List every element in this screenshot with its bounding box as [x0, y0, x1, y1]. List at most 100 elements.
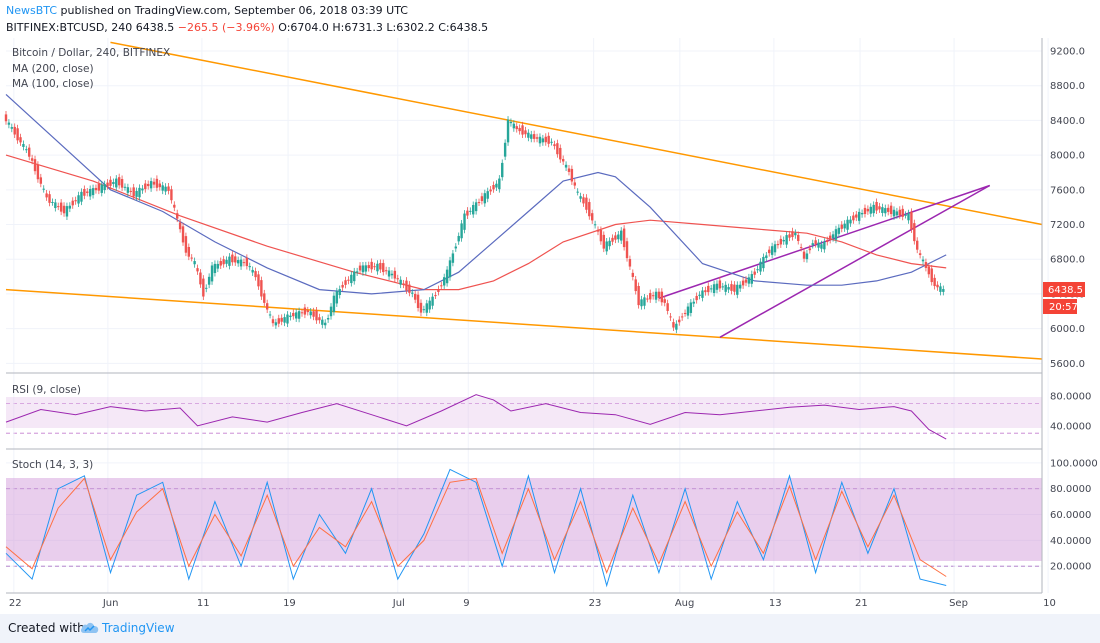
- stoch-line: [5, 468, 947, 588]
- price-tick-label: 8000.0: [1050, 151, 1085, 162]
- candle-body: [71, 200, 74, 206]
- candle-body: [770, 246, 774, 255]
- candle-body: [930, 268, 933, 283]
- candle-body: [225, 259, 228, 264]
- candle-body: [556, 143, 559, 155]
- candle-body: [797, 234, 800, 242]
- candle-body: [593, 224, 597, 226]
- candle-body: [750, 274, 754, 284]
- candle-body: [109, 179, 112, 186]
- candle-body: [779, 238, 783, 245]
- time-tick-label: 9: [463, 598, 469, 609]
- candle-body: [532, 134, 536, 139]
- candle-body: [863, 207, 867, 215]
- candle-body: [741, 280, 745, 286]
- candle-body: [254, 271, 257, 278]
- candle-body: [628, 259, 632, 267]
- candle-body: [733, 284, 736, 292]
- main-chart-title: Bitcoin / Dollar, 240, BITFINEX: [12, 47, 170, 59]
- candle-body: [190, 257, 193, 259]
- price-tick-label: 6000.0: [1050, 324, 1085, 335]
- candle-body: [344, 280, 347, 285]
- candle-body: [866, 208, 870, 212]
- tradingview-brand-link[interactable]: TradingView: [102, 621, 175, 635]
- trendline[interactable]: [719, 184, 991, 338]
- candle-body: [794, 232, 797, 236]
- candle-body: [492, 184, 495, 190]
- candle-body: [828, 235, 832, 240]
- candle-body: [799, 247, 803, 249]
- candle-body: [324, 322, 327, 326]
- candle-body: [210, 265, 214, 282]
- candle-body: [857, 211, 861, 221]
- candle-body: [309, 311, 312, 316]
- candle-body: [234, 256, 237, 263]
- candle-body: [54, 202, 57, 209]
- candle-body: [617, 234, 620, 240]
- candle-body: [120, 179, 124, 188]
- candle-body: [260, 280, 263, 297]
- trendline[interactable]: [5, 288, 1043, 360]
- candle-body: [315, 310, 318, 321]
- candle-body: [498, 178, 501, 190]
- trendline[interactable]: [110, 41, 1043, 226]
- candle-body: [19, 137, 22, 143]
- candle-body: [875, 201, 878, 211]
- candle-body: [686, 306, 690, 316]
- candle-body: [721, 286, 724, 288]
- candle-body: [338, 289, 341, 296]
- stoch-tick-label: 40.0000: [1050, 536, 1091, 547]
- chart-area[interactable]: 9200.0 8800.0 8400.0 8000.0 7600.0 7200.0 6800…: [0, 38, 1100, 614]
- candle-body: [341, 284, 344, 288]
- candle-body: [614, 235, 617, 240]
- candle-body: [782, 239, 785, 242]
- ohlc-values: O:6704.0 H:6731.3 L:6302.2 C:6438.5: [278, 21, 489, 34]
- candle-body: [547, 135, 550, 144]
- candle-body: [312, 311, 315, 317]
- candle-body: [480, 196, 484, 202]
- candle-body: [495, 183, 498, 188]
- candle-body: [376, 263, 379, 272]
- candle-body: [173, 204, 176, 208]
- candle-body: [649, 293, 652, 300]
- candle-body: [892, 209, 896, 217]
- candle-body: [469, 210, 472, 212]
- candle-body: [408, 284, 411, 293]
- candle-body: [826, 240, 829, 243]
- candle-body: [660, 291, 664, 303]
- candle-body: [518, 127, 521, 132]
- candle-body: [869, 206, 872, 214]
- candle-body: [680, 316, 684, 318]
- candle-body: [625, 241, 629, 259]
- candle-body: [814, 240, 817, 245]
- candle-body: [178, 222, 182, 230]
- candle-body: [843, 223, 846, 229]
- candle-body: [181, 226, 185, 243]
- tradingview-cloud-icon[interactable]: [80, 620, 100, 636]
- candle-body: [22, 144, 25, 147]
- candle-body: [669, 316, 672, 318]
- candle-body: [239, 259, 243, 267]
- candle-body: [91, 188, 95, 196]
- candle-body: [364, 265, 368, 272]
- candle-body: [286, 314, 289, 324]
- candle-body: [36, 164, 40, 180]
- candle-body: [640, 299, 643, 307]
- publisher-link[interactable]: NewsBTC: [6, 4, 58, 17]
- candle-body: [704, 290, 707, 293]
- candle-body: [646, 298, 649, 300]
- candle-body: [620, 230, 623, 241]
- candle-body: [451, 253, 455, 263]
- candle-body: [605, 241, 608, 252]
- candle-body: [570, 168, 574, 182]
- candle-body: [387, 270, 391, 277]
- candle-body: [57, 206, 60, 208]
- candle-body: [207, 276, 211, 285]
- candle-body: [895, 211, 899, 216]
- candle-body: [942, 289, 945, 292]
- candle-body: [654, 291, 658, 300]
- candle-body: [657, 291, 661, 298]
- candle-body: [405, 280, 408, 291]
- stoch-tick-label: 80.0000: [1050, 484, 1091, 495]
- candle-body: [901, 208, 904, 217]
